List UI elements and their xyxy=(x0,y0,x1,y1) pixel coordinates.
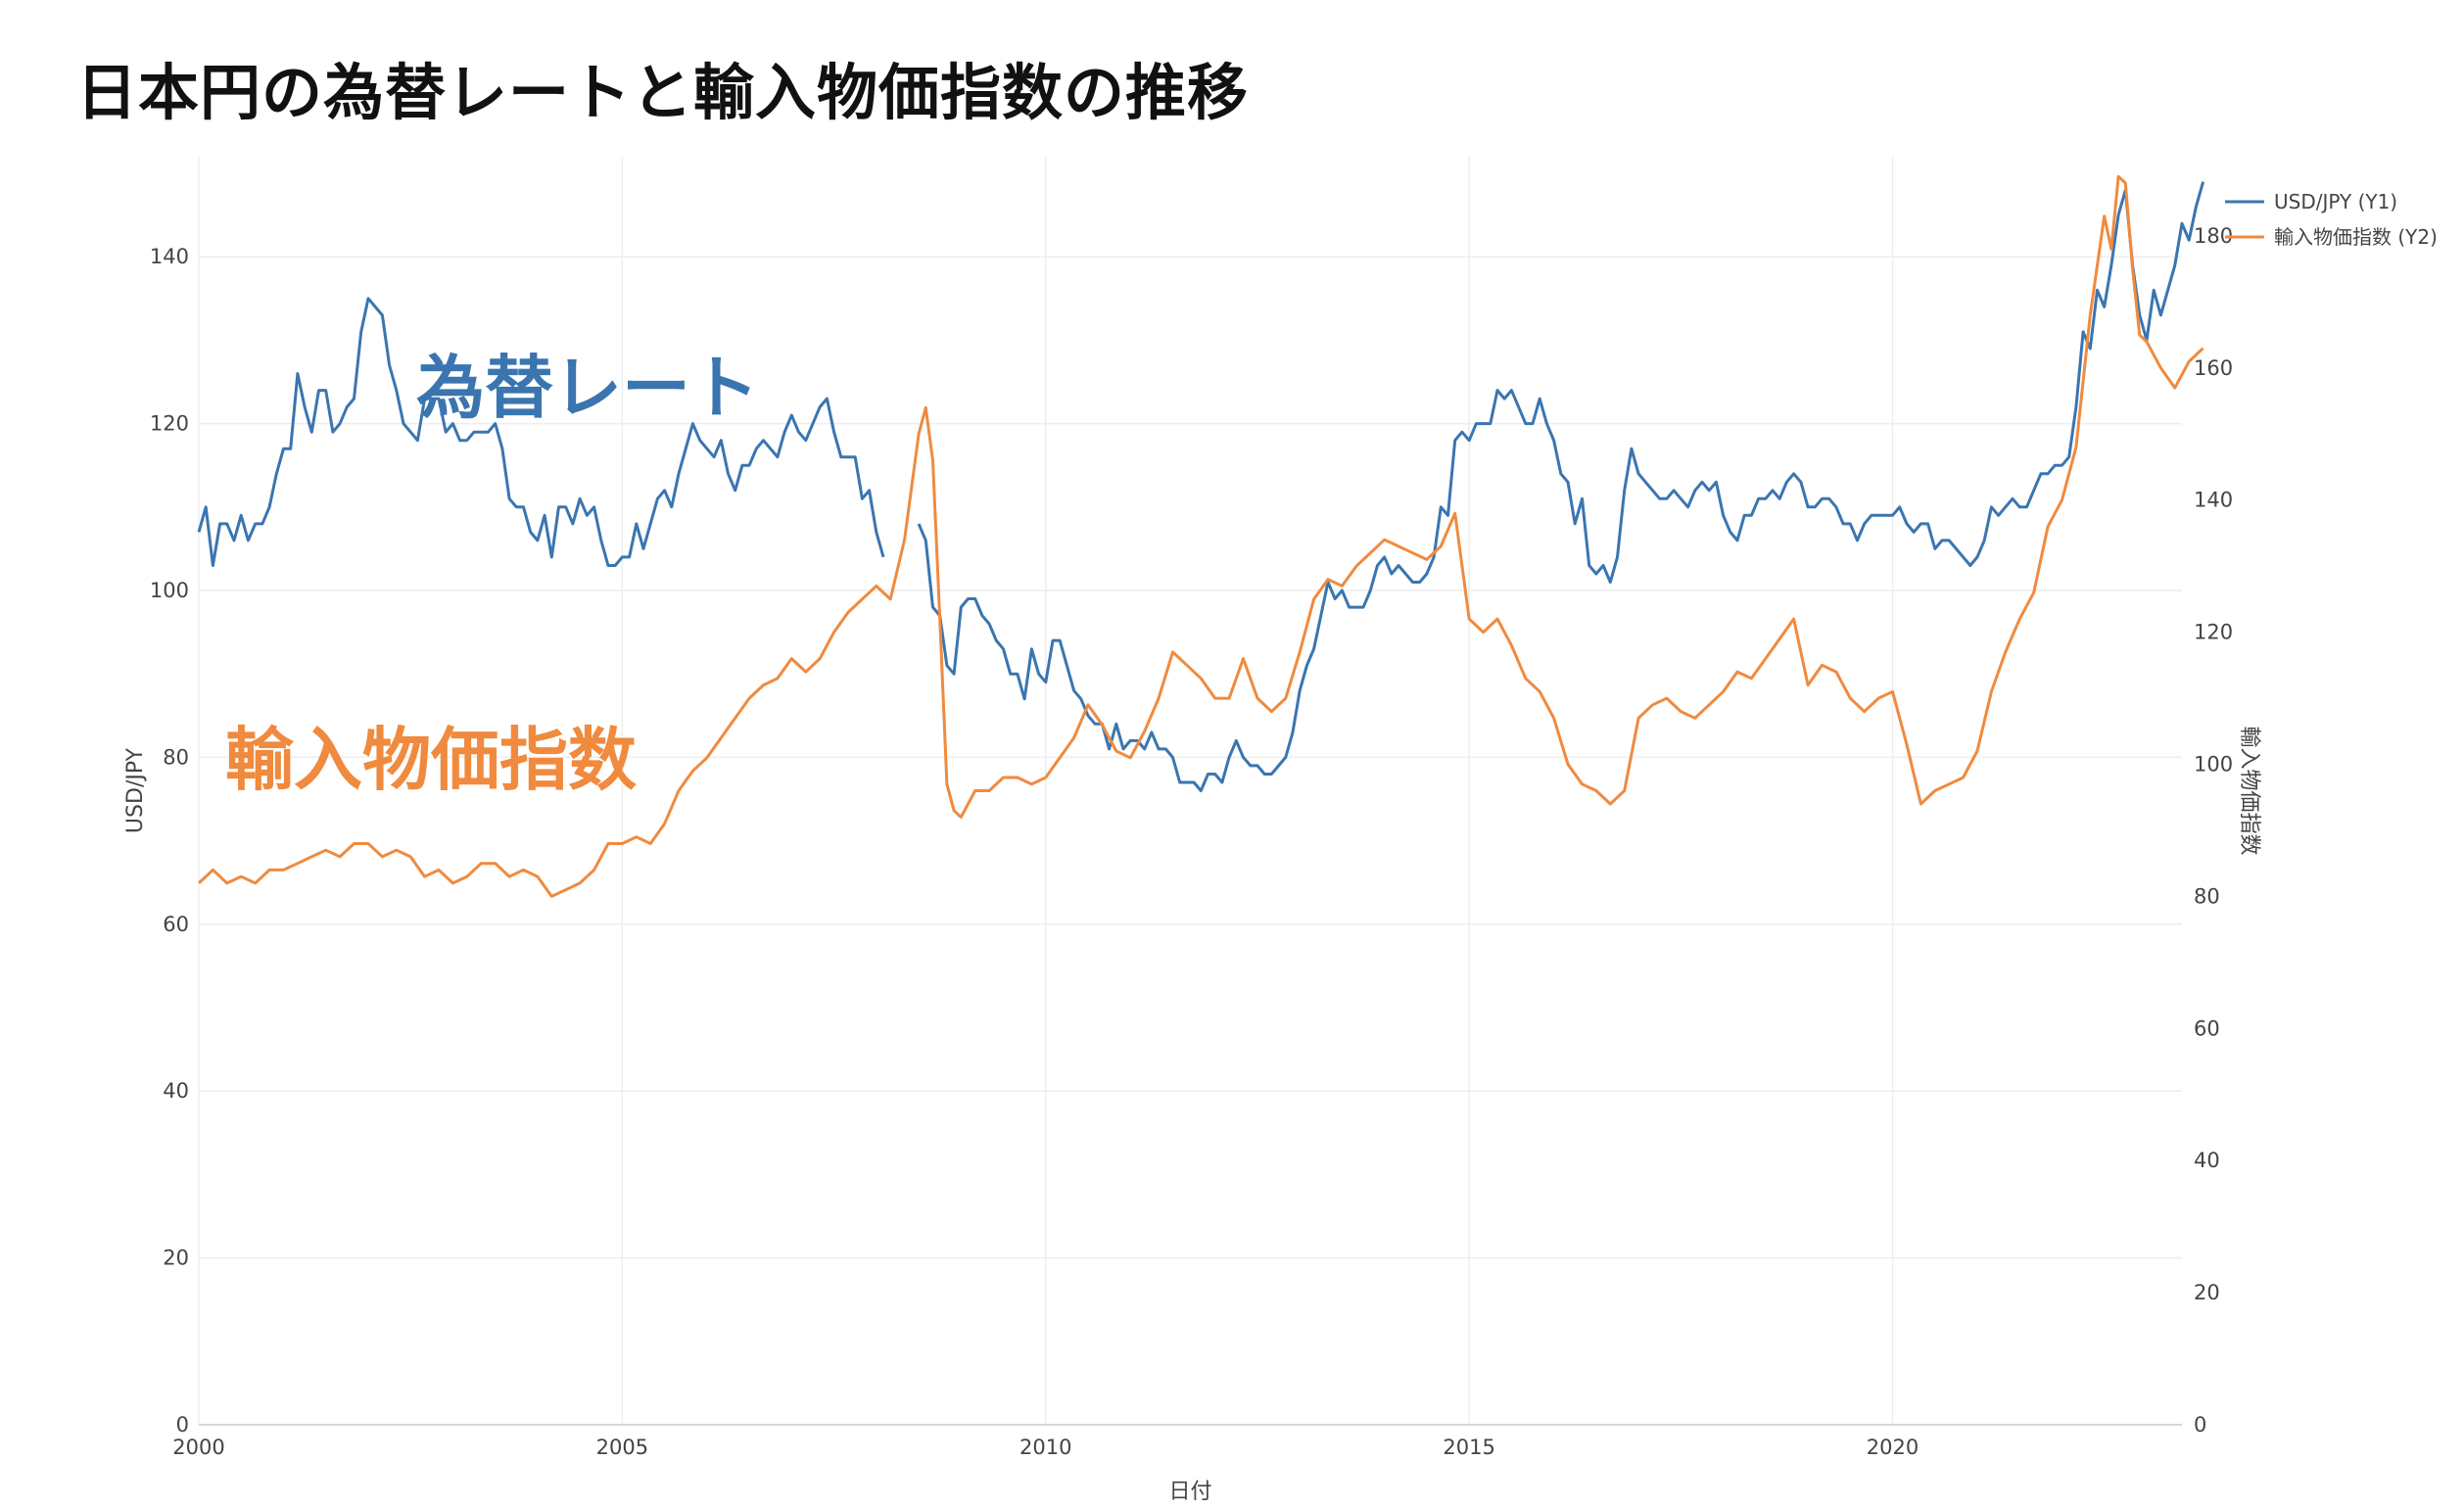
series-layer[interactable] xyxy=(197,174,2205,898)
y2-tick-label: 140 xyxy=(2194,489,2233,512)
y-tick-label: 100 xyxy=(150,579,189,602)
y-tick-label: 20 xyxy=(163,1247,189,1270)
x-tick-label: 2010 xyxy=(1019,1436,1071,1459)
y2-tick-label: 100 xyxy=(2194,753,2233,777)
annotation-label: 為替レート xyxy=(416,348,759,428)
annotation-label: 輸入物価指数 xyxy=(225,720,637,800)
y-tick-label: 0 xyxy=(176,1413,189,1437)
y2-axis-title: 輸入物価指数 xyxy=(2237,726,2261,855)
y2-tick-label: 20 xyxy=(2194,1281,2220,1304)
y-tick-label: 140 xyxy=(150,245,189,268)
legend[interactable]: USD/JPY (Y1) 輸入物価指数 (Y2) xyxy=(2225,190,2438,249)
series-line-1[interactable] xyxy=(197,181,2205,792)
x-axis-title: 日付 xyxy=(1168,1480,1211,1504)
y-tick-label: 60 xyxy=(163,913,189,936)
x-tick-label: 2015 xyxy=(1443,1436,1494,1459)
x-tick-label: 2020 xyxy=(1867,1436,1919,1459)
y-tick-label: 120 xyxy=(150,412,189,436)
y-axis-title: USD/JPY xyxy=(123,747,148,833)
y2-tick-label: 80 xyxy=(2194,884,2220,908)
legend-label[interactable]: 輸入物価指数 (Y2) xyxy=(2274,225,2438,249)
x-tick-label: 2000 xyxy=(172,1436,224,1459)
series-line-2[interactable] xyxy=(197,174,2204,898)
y2-tick-label: 40 xyxy=(2194,1149,2220,1172)
axes: 0204060801001201400204060801001201401601… xyxy=(150,224,2233,1459)
y2-tick-label: 160 xyxy=(2194,356,2233,380)
y-tick-label: 40 xyxy=(163,1079,189,1103)
y2-tick-label: 120 xyxy=(2194,621,2233,644)
y-tick-label: 80 xyxy=(163,745,189,769)
chart-title: 日本円の為替レートと輸入物価指数の推移 xyxy=(76,57,1250,128)
grid xyxy=(198,157,2182,1426)
x-tick-label: 2005 xyxy=(596,1436,648,1459)
legend-label[interactable]: USD/JPY (Y1) xyxy=(2274,190,2397,213)
y2-tick-label: 0 xyxy=(2194,1413,2206,1437)
y2-tick-label: 60 xyxy=(2194,1016,2220,1040)
